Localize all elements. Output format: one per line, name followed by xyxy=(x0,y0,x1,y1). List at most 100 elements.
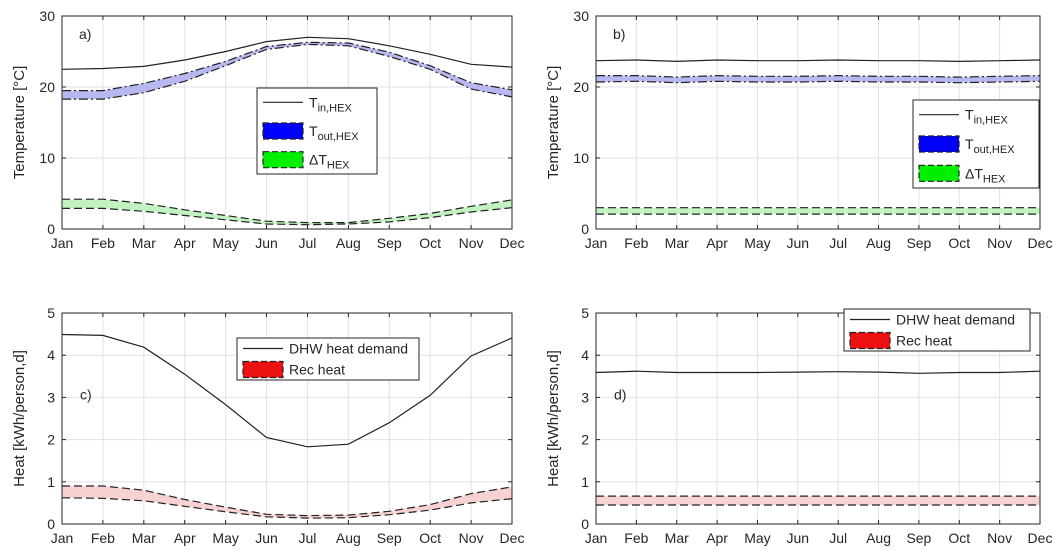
legend-label: DHW heat demand xyxy=(896,312,1015,328)
x-tick-label: Oct xyxy=(948,530,970,546)
x-tick-label: Nov xyxy=(987,530,1012,546)
x-tick-label: May xyxy=(212,530,238,546)
x-tick-label: Jan xyxy=(585,235,608,251)
x-tick-label: Nov xyxy=(987,235,1012,251)
band-1 xyxy=(62,486,512,519)
x-tick-label: Mar xyxy=(132,530,156,546)
y-axis-label: Heat [kWh/person,d] xyxy=(545,350,562,487)
panel-label: c) xyxy=(80,387,92,403)
y-axis-label: Heat [kWh/person,d] xyxy=(11,350,28,487)
band-lower-line xyxy=(595,80,1041,84)
y-tick-label: 0 xyxy=(581,221,589,237)
y-tick-label: 2 xyxy=(47,432,55,448)
x-tick-label: Jun xyxy=(255,235,278,251)
x-tick-label: Aug xyxy=(866,530,891,546)
x-tick-label: Apr xyxy=(706,235,728,251)
legend-label-sub: in,HEX xyxy=(974,115,1009,127)
legend-swatch-patch xyxy=(262,122,304,140)
legend-label: Rec heat xyxy=(896,333,952,349)
x-tick-label: Jul xyxy=(299,235,317,251)
x-tick-label: Sep xyxy=(906,235,931,251)
band-2 xyxy=(596,207,1040,215)
x-tick-label: Nov xyxy=(459,530,484,546)
x-tick-label: May xyxy=(212,235,238,251)
y-tick-label: 1 xyxy=(47,474,55,490)
axes-box xyxy=(61,312,513,525)
series-line xyxy=(61,333,513,448)
band-upper-line xyxy=(62,198,513,224)
y-tick-label: 3 xyxy=(581,389,589,405)
y-tick-label: 0 xyxy=(47,221,55,237)
legend: DHW heat demand Rec heat xyxy=(236,337,420,381)
legend-label: Rec heat xyxy=(289,362,345,378)
x-tick-label: Oct xyxy=(419,235,441,251)
x-tick-label: Dec xyxy=(1028,235,1053,251)
x-tick-label: Aug xyxy=(336,530,361,546)
x-tick-label: Oct xyxy=(419,530,441,546)
y-tick-label: 10 xyxy=(39,150,55,166)
band-1 xyxy=(596,75,1040,83)
legend-label: ΔTHEX xyxy=(309,152,350,172)
legend-label: DHW heat demand xyxy=(289,341,408,357)
legend-label-main: ΔT xyxy=(309,152,327,168)
x-tick-label: Mar xyxy=(665,530,689,546)
series-line xyxy=(61,36,513,70)
x-tick-label: Jul xyxy=(829,235,847,251)
legend-label-main: ΔT xyxy=(965,165,983,181)
x-tick-label: May xyxy=(744,530,770,546)
x-tick-label: Jan xyxy=(585,530,608,546)
band-1 xyxy=(62,42,512,100)
x-tick-label: Aug xyxy=(336,235,361,251)
legend-swatch-patch xyxy=(849,331,891,350)
legend-label-main: T xyxy=(965,107,974,123)
band-lower-line xyxy=(62,43,513,100)
x-tick-label: Feb xyxy=(624,235,648,251)
x-tick-label: Apr xyxy=(174,235,196,251)
x-tick-label: Jun xyxy=(787,235,810,251)
y-axis-label: Temperature [°C] xyxy=(11,66,28,180)
y-tick-label: 1 xyxy=(581,474,589,490)
x-tick-label: Sep xyxy=(377,235,402,251)
legend-label-main: Rec heat xyxy=(289,362,345,378)
y-tick-label: 3 xyxy=(47,389,55,405)
x-tick-label: Apr xyxy=(706,530,728,546)
legend-label-main: Rec heat xyxy=(896,333,952,349)
legend-label: ΔTHEX xyxy=(965,165,1006,185)
panel-c: Jan Feb Mar Apr May Jun Jul Aug Sep Oct Nov Dec 0 1 2 3… xyxy=(11,305,524,546)
legend-label: Tin,HEX xyxy=(965,107,1008,127)
x-tick-label: Sep xyxy=(377,530,402,546)
band-1 xyxy=(596,496,1040,505)
axes-box xyxy=(61,15,513,230)
x-tick-label: Mar xyxy=(132,235,156,251)
x-tick-label: Jun xyxy=(255,530,278,546)
x-tick-label: Dec xyxy=(500,530,525,546)
legend-label-main: DHW heat demand xyxy=(289,341,408,357)
legend-label: Tout,HEX xyxy=(965,136,1015,156)
y-tick-label: 30 xyxy=(39,8,55,24)
panel-b: Jan Feb Mar Apr May Jun Jul Aug Sep Oct Nov Dec 0 10 2… xyxy=(545,8,1052,251)
legend-label-main: T xyxy=(309,94,318,110)
legend-label-main: DHW heat demand xyxy=(896,312,1015,328)
legend-label: Tout,HEX xyxy=(309,123,359,143)
legend-swatch-patch xyxy=(918,135,960,153)
y-tick-label: 4 xyxy=(581,347,589,363)
legend-label-sub: out,HEX xyxy=(974,144,1016,156)
legend-swatch-patch xyxy=(242,360,284,379)
y-tick-label: 20 xyxy=(39,79,55,95)
x-tick-label: Jan xyxy=(51,235,74,251)
y-tick-label: 0 xyxy=(581,516,589,532)
legend-label-sub: out,HEX xyxy=(318,131,360,143)
legend-label: Tin,HEX xyxy=(309,94,352,114)
panel-label: a) xyxy=(79,26,91,42)
x-tick-label: Jul xyxy=(299,530,317,546)
band-upper-line xyxy=(596,74,1041,78)
x-tick-label: Dec xyxy=(1028,530,1053,546)
x-tick-label: Aug xyxy=(866,235,891,251)
y-tick-label: 5 xyxy=(47,305,55,321)
legend-label-sub: in,HEX xyxy=(318,102,353,114)
band-lower-line xyxy=(62,207,513,226)
x-tick-label: Jul xyxy=(829,530,847,546)
legend: DHW heat demand Rec heat xyxy=(843,308,1031,352)
